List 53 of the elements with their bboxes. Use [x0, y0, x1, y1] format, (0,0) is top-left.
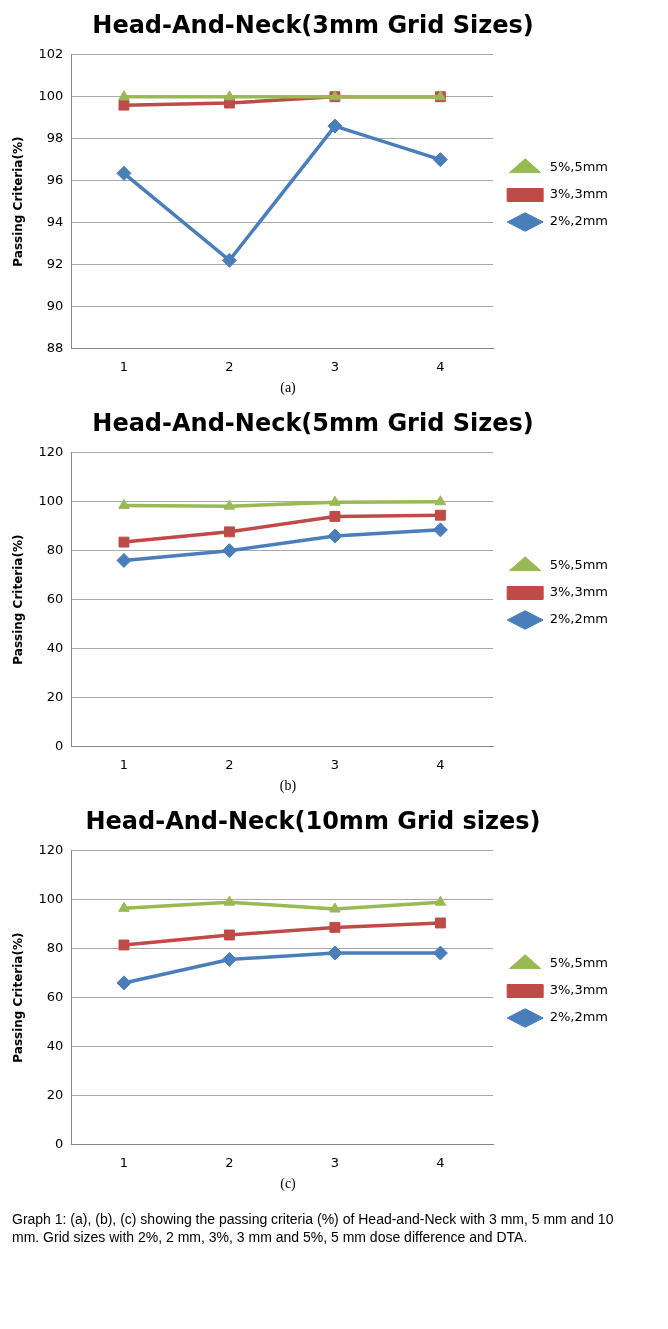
x-tick-label: 2	[225, 358, 234, 374]
y-tick-label: 60	[46, 988, 64, 1004]
text: (c)	[279, 1176, 297, 1192]
x-tick-label: 1	[119, 1154, 129, 1170]
x-tick-label: 4	[436, 756, 445, 772]
y-tick-label: 100	[38, 493, 64, 509]
y-axis-title: Passing Criteria(%)	[11, 136, 26, 267]
y-tick-label: 88	[46, 339, 64, 355]
x-tick-label: 4	[436, 1154, 445, 1170]
y-tick-label: 40	[46, 639, 64, 655]
x-tick-label: 3	[330, 1154, 340, 1170]
y-tick-label: 92	[46, 255, 64, 271]
y-tick-label: 40	[46, 1037, 64, 1053]
x-tick-label: 1	[119, 756, 129, 772]
y-tick-label: 100	[38, 88, 64, 104]
x-tick-label: 4	[436, 358, 445, 374]
y-tick-label: 20	[46, 1086, 64, 1102]
chart-title: Head-And-Neck(10mm Grid sizes)	[85, 806, 541, 835]
x-tick-label: 2	[225, 1154, 234, 1170]
legend-label: 5%,5mm	[549, 955, 609, 971]
y-axis-title: Passing Criteria(%)	[11, 932, 26, 1063]
legend-label: 3%,3mm	[549, 982, 609, 998]
y-tick-label: 120	[38, 842, 64, 858]
legend-label: 2%,2mm	[549, 213, 609, 229]
y-axis-title: Passing Criteria(%)	[11, 534, 26, 665]
y-tick-label: 90	[46, 297, 64, 313]
text: (a)	[279, 380, 297, 396]
legend-label: 5%,5mm	[549, 159, 609, 175]
y-tick-label: 0	[54, 1135, 64, 1151]
chart-title: Head-And-Neck(3mm Grid Sizes)	[92, 10, 534, 39]
legend-label: 2%,2mm	[549, 1009, 609, 1025]
legend-label: 3%,3mm	[549, 186, 609, 202]
chart-title: Head-And-Neck(5mm Grid Sizes)	[92, 408, 534, 437]
caption: Graph 1: (a), (b), (c) showing the passing criteria (%) of Head-and-Neck with 3 mm, 5 mm and 10 mm. Grid sizes with 2%, 2 mm, 3%, 3 mm and 5%, 5 mm dose difference and DTA.	[11, 1210, 615, 1247]
y-tick-label: 80	[46, 940, 64, 956]
y-tick-label: 102	[38, 46, 64, 62]
y-tick-label: 98	[46, 130, 64, 146]
y-tick-label: 96	[46, 172, 64, 187]
x-tick-label: 1	[119, 358, 129, 374]
legend-label: 2%,2mm	[549, 611, 609, 627]
x-tick-label: 2	[225, 756, 234, 772]
y-tick-label: 94	[46, 213, 64, 229]
x-tick-label: 3	[330, 358, 340, 374]
text: (b)	[278, 778, 298, 794]
legend-label: 3%,3mm	[549, 584, 609, 600]
y-tick-label: 0	[54, 737, 64, 753]
legend-label: 5%,5mm	[549, 557, 609, 573]
x-tick-label: 3	[330, 756, 340, 772]
y-tick-label: 120	[38, 444, 64, 460]
y-tick-label: 60	[46, 590, 64, 606]
y-tick-label: 20	[46, 688, 64, 704]
y-tick-label: 80	[46, 542, 64, 558]
y-tick-label: 100	[38, 891, 64, 907]
